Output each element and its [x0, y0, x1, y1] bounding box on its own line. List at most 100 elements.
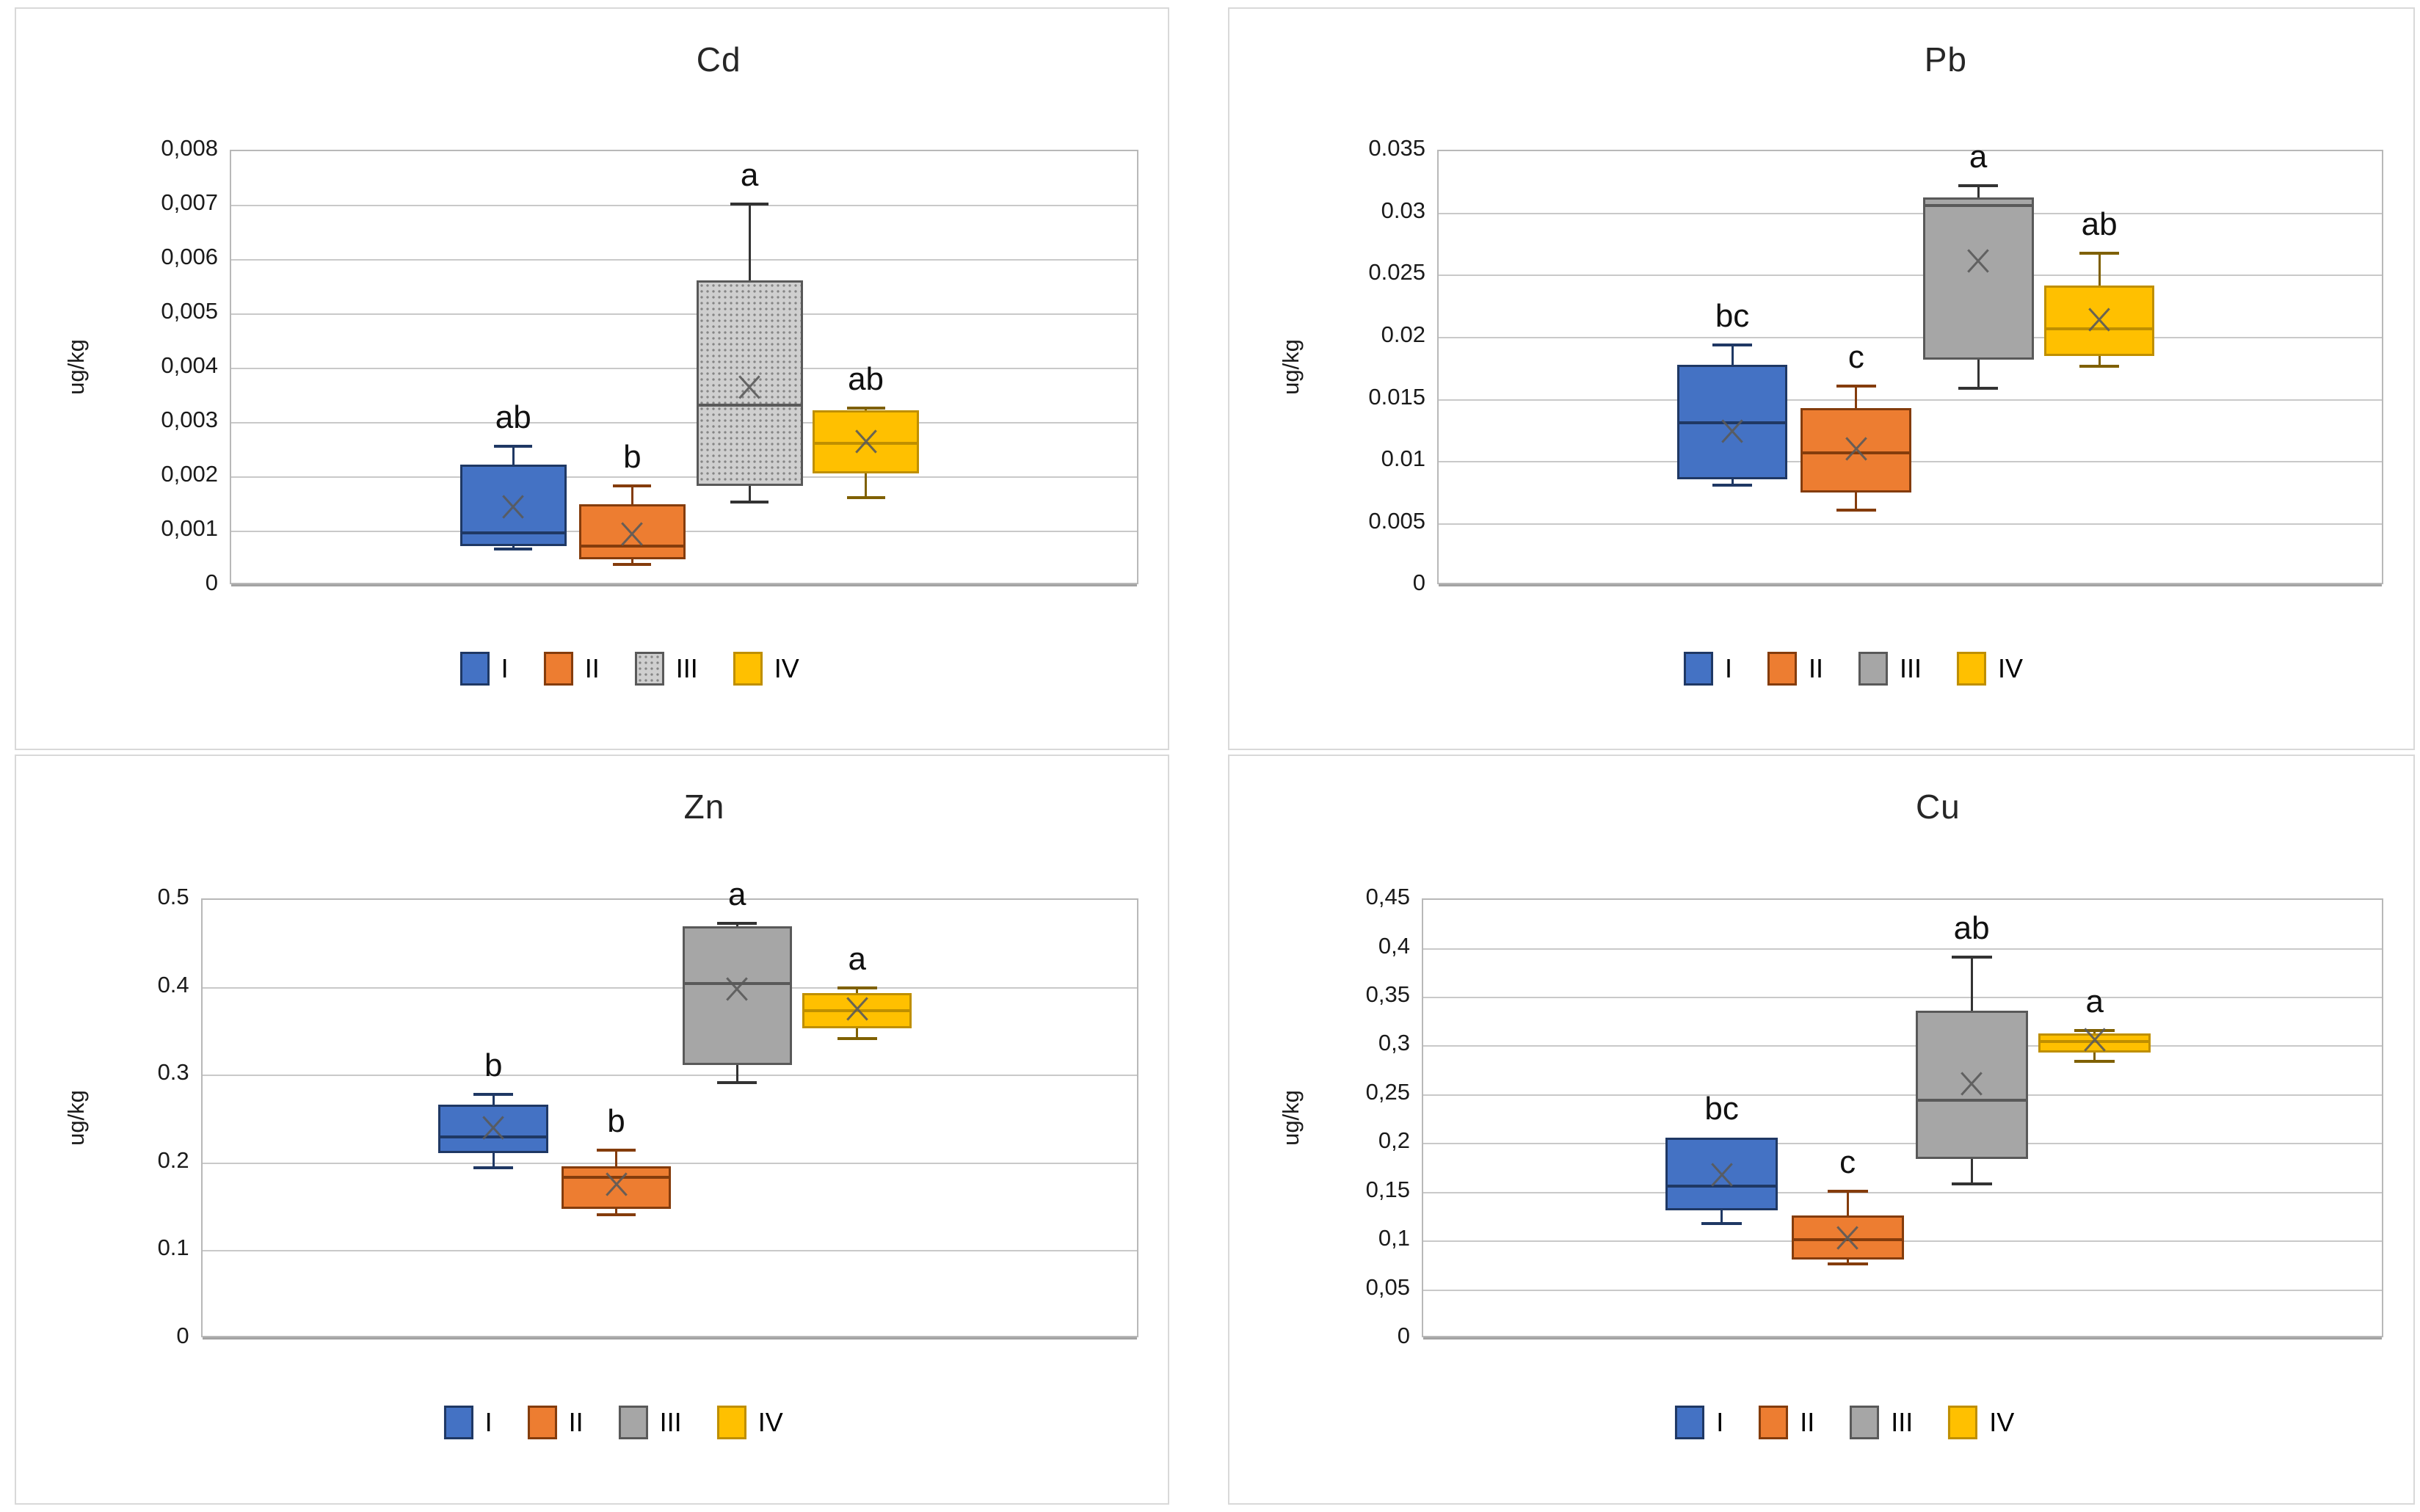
upper-whisker-cap — [1951, 955, 1992, 959]
y-tick-label: 0,007 — [161, 189, 218, 216]
legend-swatch-II — [543, 651, 573, 686]
upper-whisker-cap — [494, 444, 533, 448]
mean-x-marker — [723, 975, 751, 1006]
gridline — [1438, 275, 2382, 277]
legend-item-IV: IV — [1948, 1405, 2015, 1439]
y-axis-label: ug/kg — [62, 1090, 89, 1146]
y-tick-label: 0,3 — [1378, 1030, 1410, 1056]
significance-label: b — [607, 1103, 625, 1140]
upper-whisker-stem — [512, 446, 515, 465]
y-tick-label: 0,1 — [1378, 1225, 1410, 1251]
chart-panel-zn: Zn ug/kg 0.5 0.4 0.3 0.2 0.1 0 b b a a I II III IV — [15, 755, 1169, 1505]
gridline — [231, 313, 1137, 316]
lower-whisker-stem — [748, 486, 751, 502]
y-tick-label: 0.2 — [157, 1147, 189, 1174]
legend-swatch-III — [1850, 1405, 1880, 1439]
upper-whisker-cap — [1958, 184, 1999, 188]
legend-label-IV: IV — [1998, 653, 2024, 683]
chart-title: Cu — [1915, 788, 1961, 826]
y-tick-label: 0,05 — [1365, 1273, 1410, 1300]
legend-label-III: III — [1891, 1406, 1914, 1437]
legend-item-II: II — [1759, 1405, 1814, 1439]
x-axis-line — [231, 584, 1137, 587]
legend-swatch-II — [1759, 1405, 1789, 1439]
upper-whisker-cap — [1712, 343, 1753, 346]
lower-whisker-cap — [2074, 1060, 2115, 1064]
plot-area — [1436, 150, 2383, 587]
gridline — [1422, 1191, 2382, 1193]
gridline — [202, 1075, 1137, 1077]
legend-label-III: III — [1900, 653, 1922, 683]
legend-label-I: I — [484, 1406, 493, 1437]
significance-label: ab — [495, 399, 531, 435]
legend-label-III: III — [659, 1406, 682, 1437]
mean-x-marker — [1708, 1161, 1736, 1191]
x-axis-line — [1422, 1337, 2382, 1340]
y-tick-label: 0,005 — [161, 298, 218, 324]
median-line — [815, 441, 917, 445]
lower-whisker-cap — [1958, 387, 1999, 390]
legend-swatch-I — [1675, 1405, 1705, 1439]
upper-whisker-cap — [596, 1149, 636, 1152]
lower-whisker-stem — [2093, 1053, 2096, 1062]
y-tick-label: 0,008 — [161, 135, 218, 161]
legend-item-I: I — [1683, 651, 1732, 686]
mean-x-marker — [852, 428, 880, 458]
y-tick-label: 0,15 — [1365, 1176, 1410, 1202]
gridline — [1422, 948, 2382, 950]
chart-title: Zn — [683, 788, 725, 826]
gridline — [1438, 336, 2382, 338]
legend-item-I: I — [1675, 1405, 1724, 1439]
chart-panel-cd: Cd ug/kg 0,008 0,007 0,006 0,005 0,004 0,003 0,0… — [15, 7, 1169, 750]
box-II — [561, 1166, 672, 1210]
legend: I II III IV — [459, 651, 799, 686]
median-line — [1667, 1185, 1776, 1188]
median-line — [1917, 1099, 2026, 1102]
legend-label-IV: IV — [1989, 1406, 2015, 1437]
median-line — [1679, 421, 1786, 425]
legend-item-II: II — [1767, 651, 1823, 686]
legend-swatch-III — [618, 1405, 648, 1439]
upper-whisker-stem — [631, 485, 633, 504]
legend-item-IV: IV — [1957, 651, 2024, 686]
lower-whisker-stem — [1855, 493, 1858, 510]
gridline — [1438, 212, 2382, 214]
y-tick-label: 0,35 — [1365, 981, 1410, 1008]
upper-whisker-stem — [735, 923, 738, 927]
box-III — [682, 926, 792, 1066]
legend: I II III IV — [1675, 1405, 2015, 1439]
mean-x-marker — [1718, 418, 1746, 448]
legend-item-III: III — [1850, 1405, 1914, 1439]
mean-x-marker — [1834, 1225, 1861, 1255]
lower-whisker-cap — [596, 1213, 636, 1216]
legend-swatch-I — [459, 651, 490, 686]
upper-whisker-stem — [1977, 186, 1980, 197]
legend-label-II: II — [584, 653, 600, 683]
upper-whisker-cap — [717, 921, 757, 925]
legend: I II III IV — [1683, 651, 2024, 686]
lower-whisker-cap — [494, 548, 533, 551]
mean-x-marker — [735, 374, 763, 404]
gridline — [202, 986, 1137, 989]
significance-label: b — [623, 438, 642, 475]
y-tick-label: 0.5 — [157, 884, 189, 910]
gridline — [1422, 1143, 2382, 1145]
mean-x-marker — [1958, 1071, 1985, 1101]
upper-whisker-cap — [846, 406, 885, 410]
significance-label: a — [1969, 139, 1988, 175]
lower-whisker-stem — [1970, 1158, 1973, 1185]
significance-label: ab — [1953, 909, 1990, 946]
y-tick-label: 0,25 — [1365, 1079, 1410, 1105]
lower-whisker-stem — [865, 473, 868, 498]
y-tick-label: 0,003 — [161, 407, 218, 433]
plot-area — [200, 898, 1138, 1340]
lower-whisker-cap — [2079, 364, 2120, 368]
box-II — [578, 504, 686, 559]
gridline — [1422, 1289, 2382, 1291]
upper-whisker-stem — [1970, 956, 1973, 1011]
upper-whisker-cap — [613, 484, 652, 487]
legend-label-I: I — [1716, 1406, 1724, 1437]
significance-label: a — [848, 941, 867, 978]
legend-swatch-III — [1858, 651, 1889, 686]
